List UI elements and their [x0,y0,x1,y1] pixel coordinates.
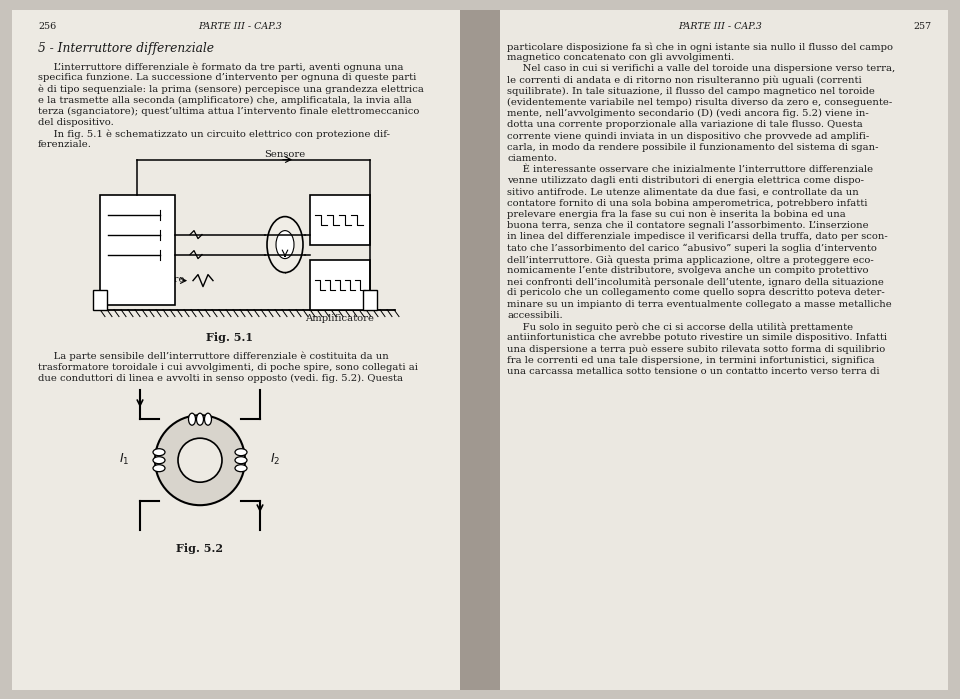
Text: in linea del differenziale impedisce il verificarsi della truffa, dato per scon-: in linea del differenziale impedisce il … [507,232,888,241]
Text: dotta una corrente proporzionale alla variazione di tale flusso. Questa: dotta una corrente proporzionale alla va… [507,120,863,129]
Text: antiinfortunistica che avrebbe potuto rivestire un simile dispositivo. Infatti: antiinfortunistica che avrebbe potuto ri… [507,333,887,343]
Text: nei confronti dell’incolumità personale dell’utente, ignaro della situazione: nei confronti dell’incolumità personale … [507,278,884,287]
Text: accessibili.: accessibili. [507,311,563,320]
Text: minare su un impianto di terra eventualmente collegato a masse metalliche: minare su un impianto di terra eventualm… [507,300,892,308]
Text: tato che l’assorbimento del carico “abusivo” superi la soglia d’intervento: tato che l’assorbimento del carico “abus… [507,243,876,253]
Text: 5 - Interruttore differenziale: 5 - Interruttore differenziale [38,42,214,55]
Text: del dispositivo.: del dispositivo. [38,118,113,127]
Text: è di tipo sequenziale: la prima (sensore) percepisce una grandezza elettrica: è di tipo sequenziale: la prima (sensore… [38,85,424,94]
Text: due conduttori di linea e avvolti in senso opposto (vedi. fig. 5.2). Questa: due conduttori di linea e avvolti in sen… [38,374,403,383]
Text: La parte sensibile dell’interruttore differenziale è costituita da un: La parte sensibile dell’interruttore dif… [38,352,389,361]
Text: L’interruttore differenziale è formato da tre parti, aventi ognuna una: L’interruttore differenziale è formato d… [38,62,403,71]
Bar [310,259,370,310]
Text: PARTE III - CAP.3: PARTE III - CAP.3 [198,22,282,31]
Text: ferenziale.: ferenziale. [38,140,92,150]
Bar [460,10,500,690]
Text: trasformatore toroidale i cui avvolgimenti, di poche spire, sono collegati ai: trasformatore toroidale i cui avvolgimen… [38,363,418,372]
Ellipse shape [267,217,303,273]
Text: Fig. 5.2: Fig. 5.2 [177,543,224,554]
Text: sitivo antifrode. Le utenze alimentate da due fasi, e controllate da un: sitivo antifrode. Le utenze alimentate d… [507,187,859,196]
Text: PARTE III - CAP.3: PARTE III - CAP.3 [678,22,762,31]
Text: squilibrate). In tale situazione, il flusso del campo magnetico nel toroide: squilibrate). In tale situazione, il flu… [507,87,875,96]
Bar [310,194,370,245]
Text: le correnti di andata e di ritorno non risulteranno più uguali (correnti: le correnti di andata e di ritorno non r… [507,75,862,85]
Bar [100,194,175,305]
Ellipse shape [235,465,247,472]
Text: una dispersione a terra può essere subito rilevata sotto forma di squilibrio: una dispersione a terra può essere subit… [507,345,885,354]
Bar [363,289,377,310]
Text: contatore fornito di una sola bobina amperometrica, potrebbero infatti: contatore fornito di una sola bobina amp… [507,199,868,208]
Text: particolare disposizione fa sì che in ogni istante sia nullo il flusso del campo: particolare disposizione fa sì che in og… [507,42,893,52]
Text: È interessante osservare che inizialmente l’interruttore differenziale: È interessante osservare che inizialment… [507,165,874,174]
Text: buona terra, senza che il contatore segnali l’assorbimento. L’inserzione: buona terra, senza che il contatore segn… [507,221,869,230]
Bar [93,289,107,310]
Text: specifica funzione. La successione d’intervento per ognuna di queste parti: specifica funzione. La successione d’int… [38,73,417,82]
Text: 257: 257 [914,22,932,31]
Text: Sganciatore: Sganciatore [124,275,185,284]
Text: Amplificatore: Amplificatore [305,314,374,323]
Ellipse shape [188,413,196,425]
Text: fra le correnti ed una tale dispersione, in termini infortunistici, significa: fra le correnti ed una tale dispersione,… [507,356,875,365]
Ellipse shape [153,456,165,463]
Text: (evidentemente variabile nel tempo) risulta diverso da zero e, conseguente-: (evidentemente variabile nel tempo) risu… [507,98,892,107]
Ellipse shape [153,449,165,456]
Text: $I_1$: $I_1$ [119,452,130,468]
Text: D: D [196,455,204,464]
Circle shape [155,415,245,505]
Ellipse shape [235,449,247,456]
Circle shape [178,438,222,482]
Text: Fig. 5.1: Fig. 5.1 [206,331,253,343]
Text: Sensore: Sensore [264,150,305,159]
Text: $I_2$: $I_2$ [270,452,280,468]
Bar [12,10,468,690]
Text: carla, in modo da rendere possibile il funzionamento del sistema di sgan-: carla, in modo da rendere possibile il f… [507,143,878,152]
Text: una carcassa metallica sotto tensione o un contatto incerto verso terra di: una carcassa metallica sotto tensione o … [507,367,879,376]
Ellipse shape [235,456,247,463]
Text: corrente viene quindi inviata in un dispositivo che provvede ad amplifi-: corrente viene quindi inviata in un disp… [507,131,869,140]
Bar [492,10,948,690]
Text: magnetico concatenato con gli avvolgimenti.: magnetico concatenato con gli avvolgimen… [507,53,734,62]
Text: 256: 256 [38,22,57,31]
Text: terza (sganciatore); quest’ultima attua l’intervento finale elettromeccanico: terza (sganciatore); quest’ultima attua … [38,107,420,116]
Text: prelevare energia fra la fase su cui non è inserita la bobina ed una: prelevare energia fra la fase su cui non… [507,210,846,219]
Text: Nel caso in cui si verifichi a valle del toroide una dispersione verso terra,: Nel caso in cui si verifichi a valle del… [507,64,896,73]
Text: dell’interruttore. Già questa prima applicazione, oltre a proteggere eco-: dell’interruttore. Già questa prima appl… [507,255,874,265]
Text: venne utilizzato dagli enti distributori di energia elettrica come dispo-: venne utilizzato dagli enti distributori… [507,176,864,185]
Text: e la trasmette alla seconda (amplificatore) che, amplificatala, la invia alla: e la trasmette alla seconda (amplificato… [38,96,412,105]
Ellipse shape [276,231,294,259]
Text: In fig. 5.1 è schematizzato un circuito elettrico con protezione dif-: In fig. 5.1 è schematizzato un circuito … [38,129,390,138]
Text: di pericolo che un collegamento come quello sopra descritto poteva deter-: di pericolo che un collegamento come que… [507,289,885,297]
Text: mente, nell’avvolgimento secondario (D) (vedi ancora fig. 5.2) viene in-: mente, nell’avvolgimento secondario (D) … [507,109,869,118]
Ellipse shape [153,465,165,472]
Text: Fu solo in seguito però che ci si accorse della utilità prettamente: Fu solo in seguito però che ci si accors… [507,322,853,332]
Ellipse shape [204,413,211,425]
Ellipse shape [197,413,204,425]
Text: nomicamente l’ente distributore, svolgeva anche un compito protettivo: nomicamente l’ente distributore, svolgev… [507,266,869,275]
Text: ciamento.: ciamento. [507,154,557,163]
